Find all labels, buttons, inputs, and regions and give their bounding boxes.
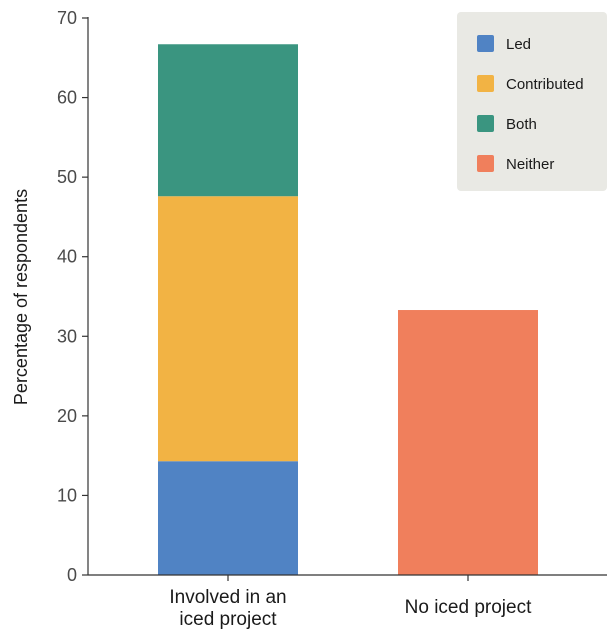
x-category-label: iced project (179, 609, 277, 630)
x-category-label: Involved in an (169, 587, 286, 608)
y-tick-label: 70 (57, 8, 77, 28)
legend-swatch-contributed (477, 75, 494, 92)
legend-swatch-both (477, 115, 494, 132)
y-tick-label: 0 (67, 565, 77, 585)
bar-segment-led (158, 461, 298, 575)
bars (158, 44, 538, 575)
bar-segment-contributed (158, 196, 298, 462)
y-axis: 0 10 20 30 40 50 60 70 (57, 8, 89, 585)
y-tick-label: 20 (57, 406, 77, 426)
legend-label-neither: Neither (506, 156, 554, 173)
y-tick-label: 50 (57, 167, 77, 187)
y-axis-title: Percentage of respondents (11, 189, 31, 405)
legend: Led Contributed Both Neither (457, 12, 607, 191)
legend-label-led: Led (506, 36, 531, 53)
legend-swatch-led (477, 35, 494, 52)
legend-box (457, 12, 607, 191)
y-tick-label: 60 (57, 88, 77, 108)
legend-label-both: Both (506, 116, 537, 133)
legend-label-contributed: Contributed (506, 76, 584, 93)
y-tick-label: 30 (57, 326, 77, 346)
bar-segment-neither (398, 310, 538, 575)
y-tick-label: 10 (57, 485, 77, 505)
y-tick-label: 40 (57, 247, 77, 267)
x-category-label: No iced project (405, 597, 532, 618)
legend-swatch-neither (477, 155, 494, 172)
bar-segment-both (158, 44, 298, 197)
